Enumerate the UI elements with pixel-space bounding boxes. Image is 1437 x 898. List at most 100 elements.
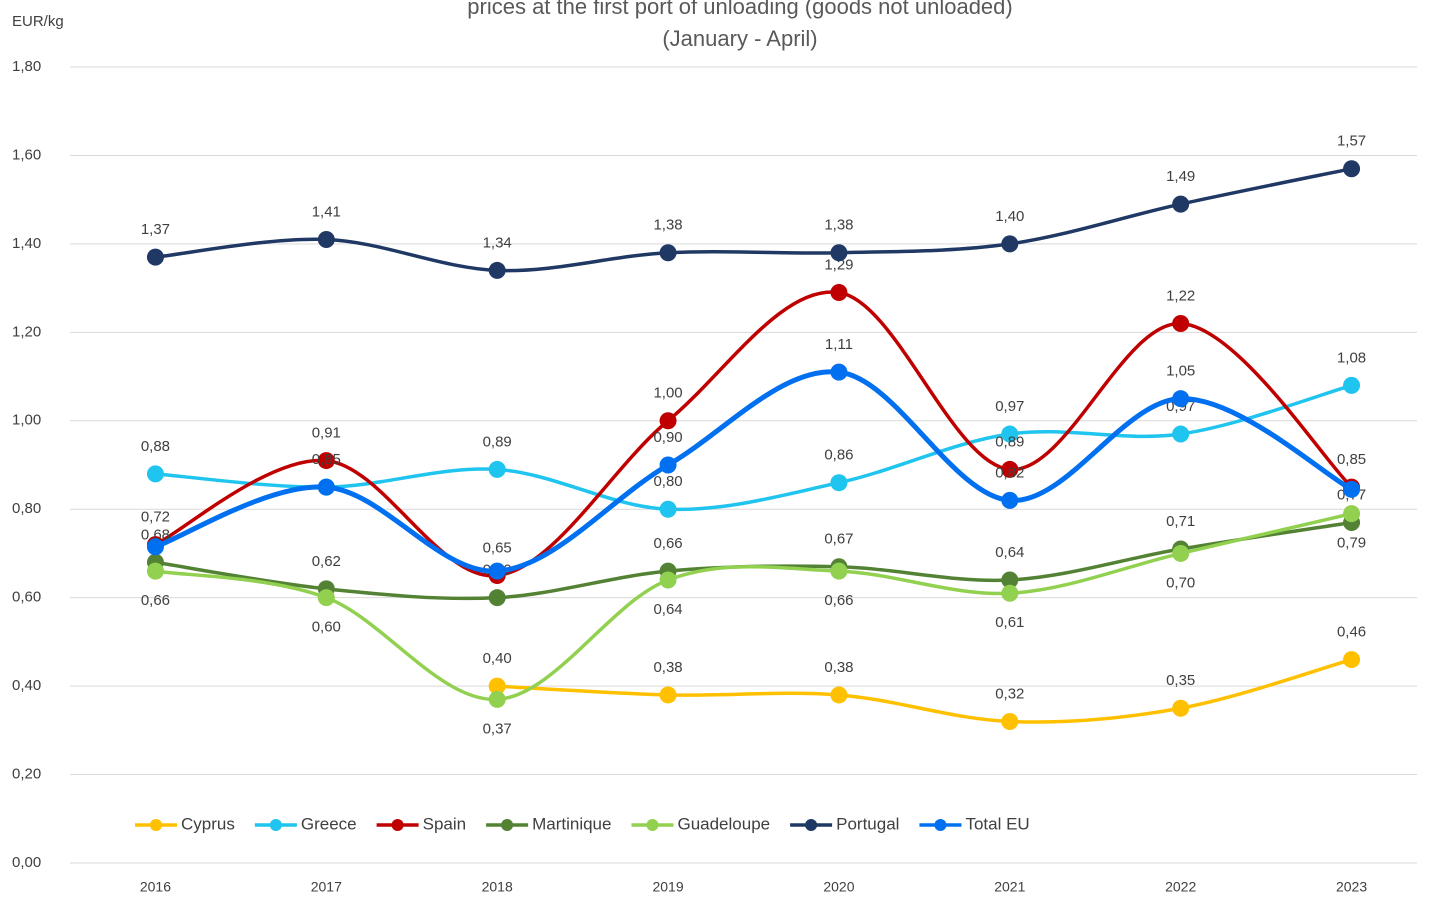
marker: [1172, 195, 1190, 213]
x-tick-label: 2023: [1336, 879, 1367, 895]
legend-label: Martinique: [532, 814, 611, 833]
chart-title: prices at the first port of unloading (g…: [467, 0, 1012, 19]
marker: [488, 677, 506, 695]
data-label: 1,49: [1166, 168, 1195, 185]
marker: [1001, 235, 1019, 253]
data-label: 0,60: [312, 619, 341, 636]
marker: [659, 686, 677, 704]
legend-label: Greece: [301, 814, 357, 833]
legend-label: Spain: [423, 814, 466, 833]
series-line: [154, 369, 1353, 574]
data-label: 0,61: [995, 614, 1024, 631]
marker: [1172, 390, 1190, 408]
data-label: 0,64: [653, 601, 682, 618]
marker: [1001, 491, 1019, 509]
legend-marker: [501, 819, 514, 831]
y-tick-label: 1,80: [12, 58, 41, 75]
data-label: 0,64: [995, 544, 1024, 561]
data-label: 1,34: [483, 234, 512, 251]
marker: [488, 589, 506, 607]
marker: [1343, 480, 1361, 498]
marker: [488, 261, 506, 279]
marker: [1001, 571, 1019, 589]
data-label: 0,38: [653, 659, 682, 676]
x-tick-label: 2017: [311, 879, 342, 895]
marker: [1001, 584, 1019, 602]
marker: [146, 562, 164, 580]
data-label: 0,72: [141, 509, 170, 526]
legend-label: Total EU: [965, 814, 1029, 833]
data-label: 1,38: [653, 217, 682, 234]
marker: [830, 562, 848, 580]
x-tick-label: 2016: [140, 879, 171, 895]
data-label: 1,08: [1337, 349, 1366, 366]
marker: [1172, 314, 1190, 332]
marker: [488, 690, 506, 708]
x-tick-label: 2022: [1165, 879, 1196, 895]
marker: [1343, 160, 1361, 178]
data-label: 0,65: [483, 540, 512, 557]
series-line: [497, 657, 1353, 724]
marker: [1001, 460, 1019, 478]
marker: [1172, 425, 1190, 443]
legend-marker: [934, 819, 947, 831]
data-label: 0,97: [995, 398, 1024, 415]
marker: [659, 500, 677, 518]
chart-subtitle: (January - April): [662, 26, 817, 51]
marker: [830, 474, 848, 492]
legend-marker: [646, 819, 659, 831]
marker: [488, 460, 506, 478]
data-label: 0,89: [483, 433, 512, 450]
data-label: 1,11: [825, 336, 853, 353]
marker: [659, 412, 677, 430]
data-label: 0,66: [653, 535, 682, 552]
data-label: 1,57: [1337, 133, 1366, 150]
marker: [146, 465, 164, 483]
data-label: 0,88: [141, 438, 170, 455]
data-label: 0,82: [995, 464, 1024, 481]
data-label: 0,46: [1337, 624, 1366, 641]
marker: [317, 478, 335, 496]
data-label: 0,70: [1166, 574, 1195, 591]
y-tick-label: 1,00: [12, 412, 41, 429]
marker: [830, 244, 848, 262]
marker: [317, 230, 335, 248]
legend-marker: [269, 819, 282, 831]
data-label: 0,85: [312, 451, 341, 468]
data-label: 0,35: [1166, 672, 1195, 689]
y-tick-label: 1,20: [12, 323, 41, 340]
data-label: 0,67: [824, 531, 853, 548]
y-tick-label: 0,80: [12, 500, 41, 517]
marker: [317, 589, 335, 607]
data-label: 0,90: [653, 429, 682, 446]
marker: [146, 538, 164, 556]
data-label: 0,66: [824, 592, 853, 609]
y-tick-label: 0,20: [12, 766, 41, 783]
data-label: 1,22: [1166, 287, 1195, 304]
series-line: [155, 511, 1352, 702]
data-label: 0,66: [141, 592, 170, 609]
marker: [146, 248, 164, 266]
y-tick-label: 1,60: [12, 146, 41, 163]
marker: [1343, 376, 1361, 394]
data-label: 0,79: [1337, 535, 1366, 552]
legend-label: Cyprus: [181, 814, 235, 833]
y-tick-label: 1,40: [12, 235, 41, 252]
marker: [1343, 651, 1361, 669]
x-tick-label: 2018: [482, 879, 513, 895]
data-label: 0,71: [1166, 513, 1195, 530]
series-line: [155, 383, 1353, 512]
marker: [830, 284, 848, 302]
marker: [830, 363, 848, 381]
marker: [659, 571, 677, 589]
data-label: 1,37: [141, 221, 170, 238]
marker: [1172, 699, 1190, 717]
marker: [1172, 544, 1190, 562]
series-line: [155, 166, 1352, 273]
data-label: 0,85: [1337, 451, 1366, 468]
marker: [659, 456, 677, 474]
marker: [659, 244, 677, 262]
series-line: [154, 290, 1353, 578]
legend-marker: [150, 819, 162, 831]
x-tick-label: 2019: [652, 879, 683, 895]
